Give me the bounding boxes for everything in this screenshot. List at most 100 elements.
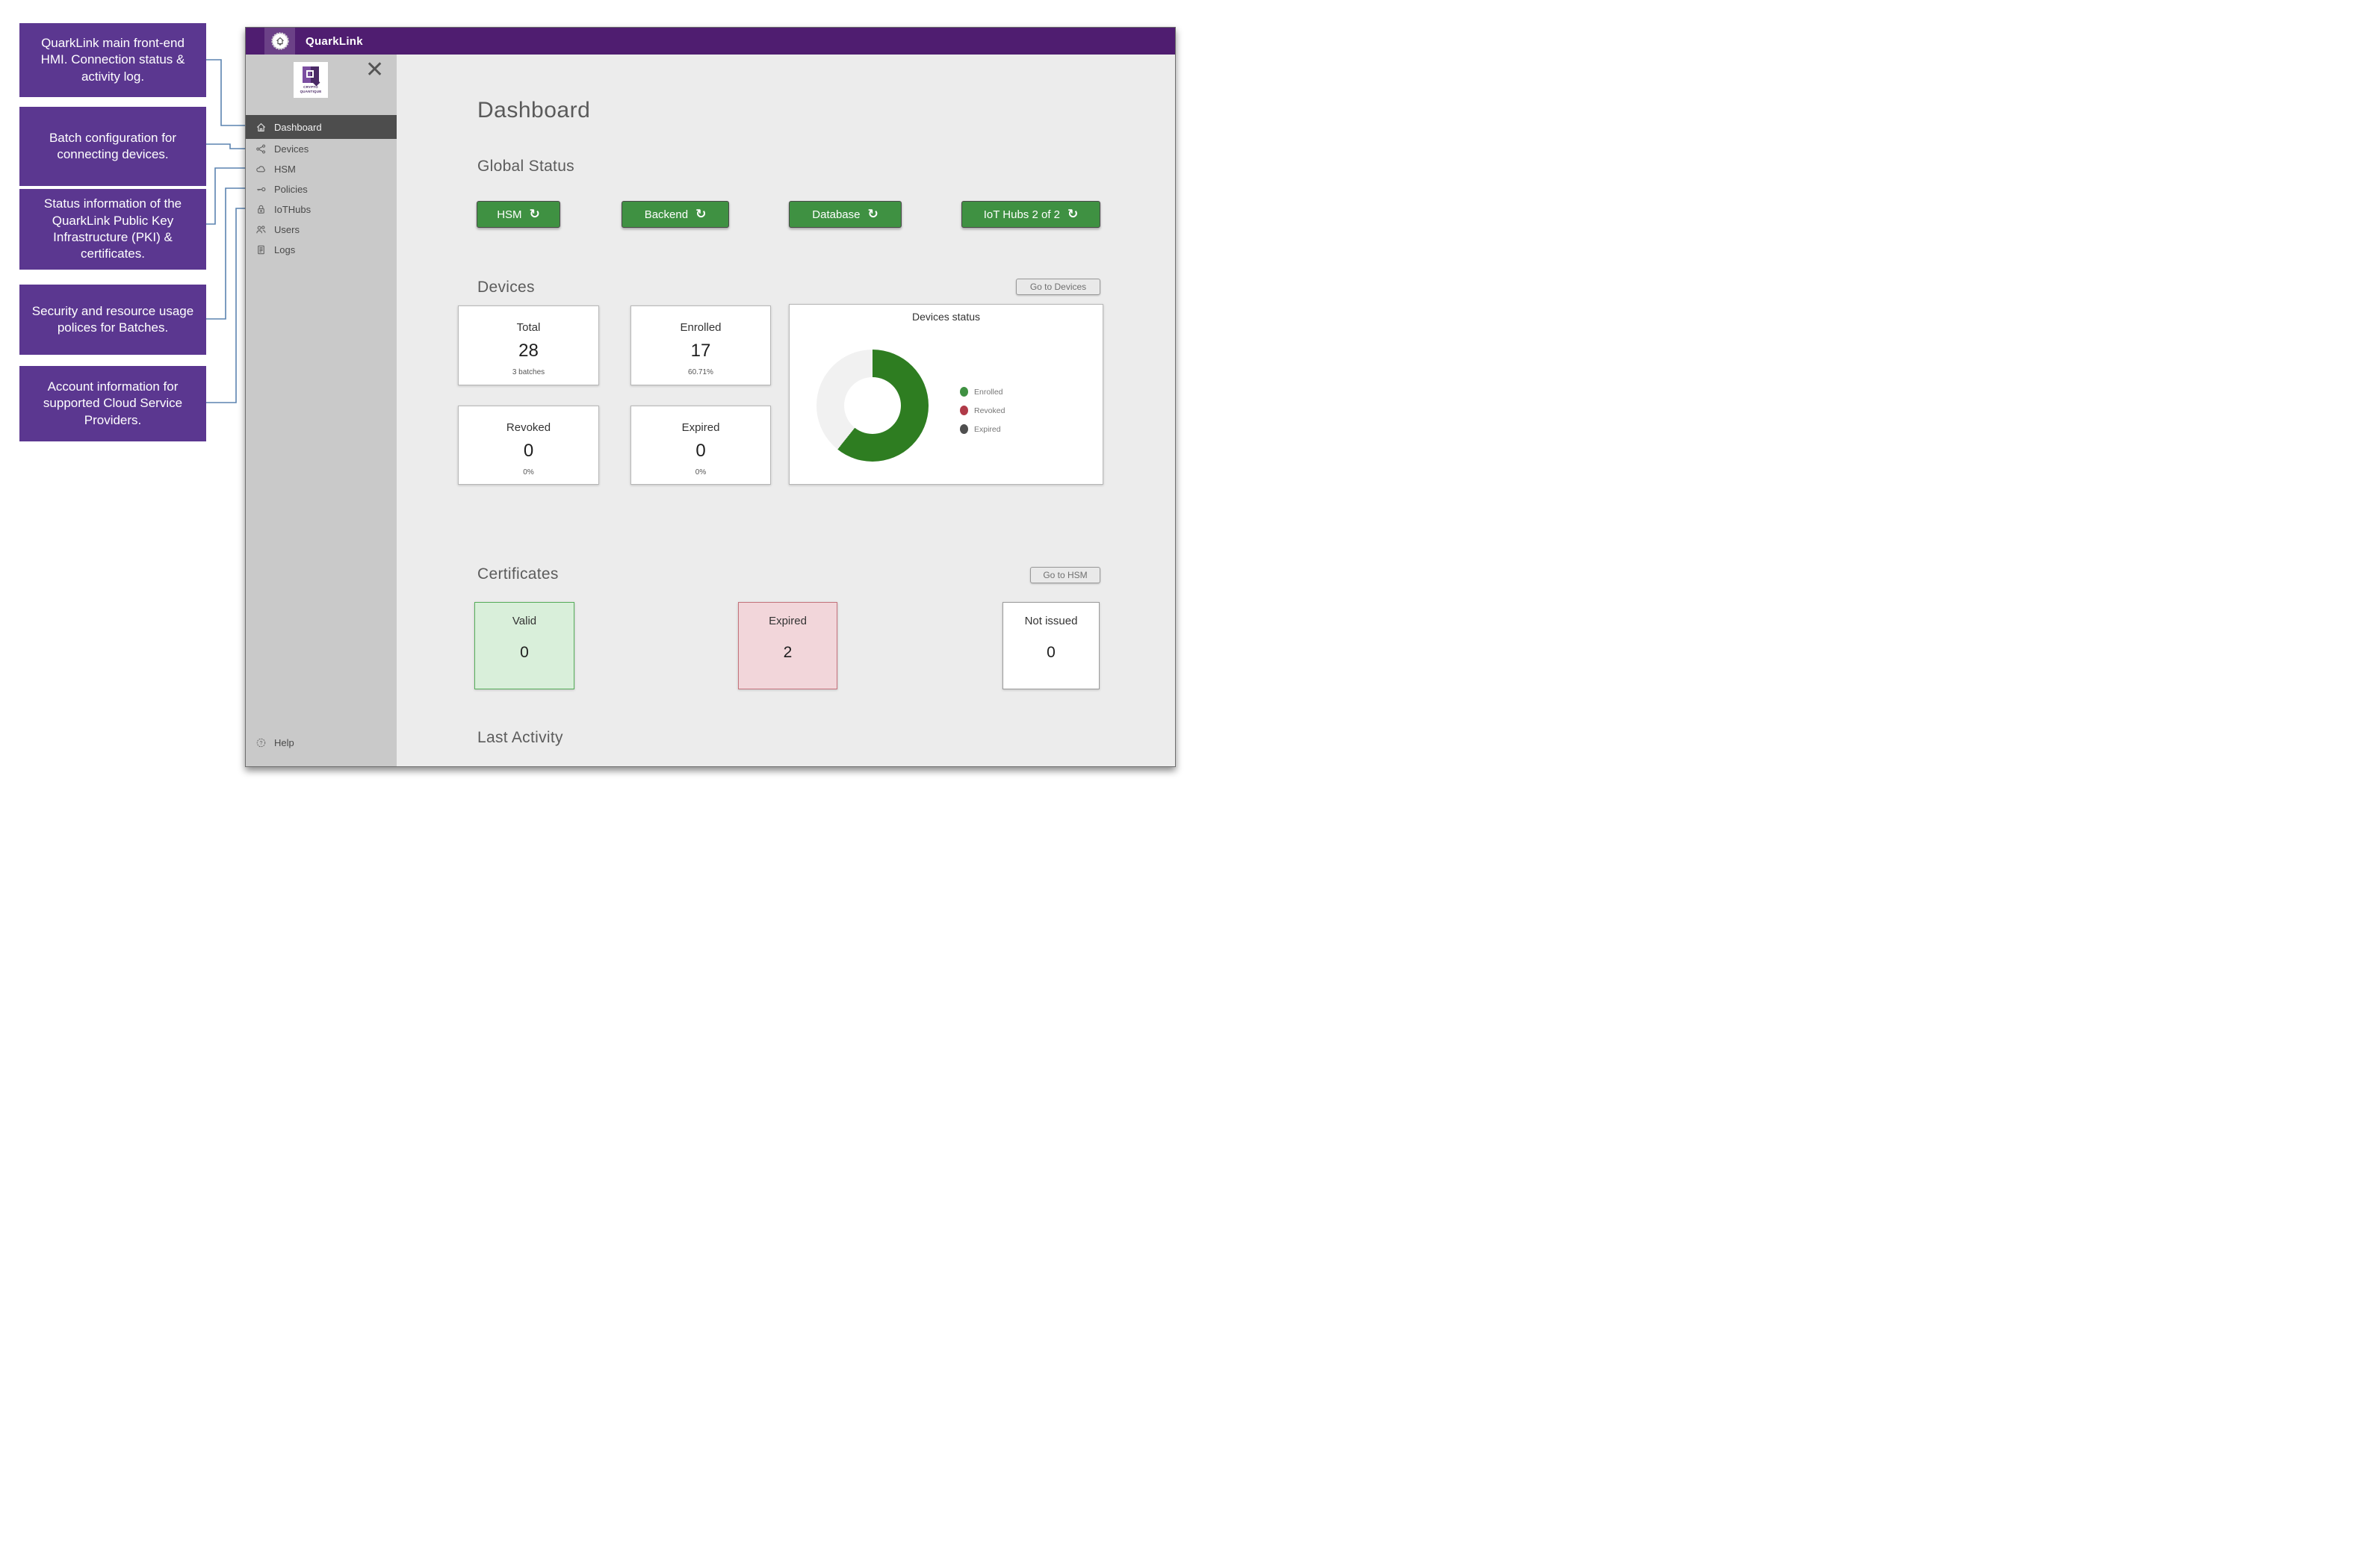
go-to-hsm-button[interactable]: Go to HSM (1030, 567, 1100, 583)
not-issued-certificates-card: Not issued 0 (1002, 602, 1100, 689)
sidebar-item-label: Policies (274, 184, 308, 195)
status-button-label: Backend (644, 208, 689, 221)
card-title: Total (516, 321, 541, 334)
revoked-dot-icon (960, 406, 968, 415)
card-title: Expired (769, 615, 807, 627)
card-subtext: 0% (695, 468, 707, 477)
legend-item-enrolled: Enrolled (960, 382, 1005, 401)
refresh-icon: ↻ (529, 206, 540, 222)
total-devices-card: Total 28 3 batches (458, 305, 599, 385)
card-subtext: 3 batches (512, 368, 545, 376)
annotation-devices: Batch configuration for connecting devic… (19, 107, 206, 186)
global-status-heading: Global Status (477, 158, 574, 175)
sidebar-item-label: IoTHubs (274, 204, 312, 215)
iot-hubs-status-button[interactable]: IoT Hubs 2 of 2 ↻ (961, 201, 1100, 228)
sidebar-item-devices[interactable]: Devices (246, 139, 397, 159)
status-button-label: Database (812, 208, 861, 221)
card-value: 0 (523, 441, 534, 461)
refresh-icon: ↻ (867, 206, 878, 222)
enrolled-devices-card: Enrolled 17 60.71% (630, 305, 771, 385)
quarklink-logo-badge (264, 28, 295, 55)
sidebar-menu: Dashboard Devices HSM (246, 115, 397, 260)
revoked-devices-card: Revoked 0 0% (458, 406, 599, 485)
card-title: Expired (681, 421, 720, 434)
legend-item-expired: Expired (960, 420, 1005, 438)
sidebar-item-iothubs[interactable]: IoTHubs (246, 199, 397, 220)
sidebar-item-label: Logs (274, 244, 296, 255)
document-icon (255, 244, 267, 255)
card-title: Not issued (1024, 615, 1078, 627)
sidebar-item-policies[interactable]: Policies (246, 179, 397, 199)
card-value: 0 (520, 644, 529, 661)
card-value: 28 (518, 341, 539, 361)
chart-legend: Enrolled Revoked Expired (960, 382, 1005, 438)
devices-heading: Devices (477, 279, 535, 296)
devices-status-panel: Devices status Enrolled Revoked Expired (789, 304, 1103, 485)
page: QuarkLink main front-end HMI. Connection… (0, 0, 1190, 780)
card-subtext: 60.71% (688, 368, 713, 376)
devices-status-donut-chart (816, 350, 929, 462)
share-nodes-icon (255, 143, 267, 155)
logo-caption: CRYPTO QUANTIQUE (300, 84, 322, 93)
annotation-hsm: Status information of the QuarkLink Publ… (19, 189, 206, 270)
card-title: Enrolled (680, 321, 722, 334)
card-value: 0 (695, 441, 706, 461)
crypto-quantique-mark-icon (303, 66, 319, 83)
hsm-status-button[interactable]: HSM ↻ (477, 201, 560, 228)
app-window: QuarkLink CRYPTO QUANTIQUE ✕ Dashboard (245, 27, 1176, 767)
last-activity-heading: Last Activity (477, 729, 563, 746)
help-icon: ? (255, 737, 267, 748)
sidebar-item-help[interactable]: ? Help (255, 737, 294, 748)
sidebar-item-users[interactable]: Users (246, 220, 397, 240)
valid-certificates-card: Valid 0 (474, 602, 574, 689)
sidebar: CRYPTO QUANTIQUE ✕ Dashboard (246, 55, 397, 766)
sidebar-item-hsm[interactable]: HSM (246, 159, 397, 179)
go-to-devices-button[interactable]: Go to Devices (1016, 279, 1100, 295)
enrolled-dot-icon (960, 387, 968, 397)
card-value: 2 (783, 644, 793, 661)
legend-item-revoked: Revoked (960, 401, 1005, 420)
annotation-policies: Security and resource usage polices for … (19, 285, 206, 355)
sidebar-item-dashboard[interactable]: Dashboard (246, 115, 397, 139)
expired-certificates-card: Expired 2 (738, 602, 837, 689)
expired-dot-icon (960, 424, 968, 434)
annotation-iothubs: Account information for supported Cloud … (19, 366, 206, 441)
cloud-icon (255, 164, 267, 175)
app-title: QuarkLink (306, 34, 363, 48)
help-label: Help (274, 737, 294, 748)
legend-label: Expired (974, 424, 1001, 434)
crypto-quantique-logo: CRYPTO QUANTIQUE (294, 62, 328, 98)
legend-label: Revoked (974, 406, 1005, 415)
legend-label: Enrolled (974, 387, 1003, 397)
backend-status-button[interactable]: Backend ↻ (622, 201, 729, 228)
devices-status-title: Devices status (911, 311, 981, 323)
svg-text:?: ? (259, 741, 262, 746)
database-status-button[interactable]: Database ↻ (789, 201, 902, 228)
page-title: Dashboard (477, 98, 591, 122)
main-content: Dashboard Global Status HSM ↻ Backend ↻ … (397, 55, 1175, 766)
card-value: 0 (1047, 644, 1056, 661)
sidebar-item-label: Devices (274, 143, 309, 155)
seal-logo-icon (270, 32, 289, 50)
certificates-heading: Certificates (477, 565, 559, 583)
refresh-icon: ↻ (1067, 206, 1079, 222)
sidebar-item-label: HSM (274, 164, 296, 175)
refresh-icon: ↻ (695, 206, 707, 222)
card-value: 17 (690, 341, 711, 361)
status-button-label: HSM (497, 208, 522, 221)
lock-icon (255, 204, 267, 215)
key-icon (255, 184, 267, 195)
home-icon (255, 122, 267, 133)
card-subtext: 0% (523, 468, 534, 477)
topbar: QuarkLink (246, 28, 1175, 55)
card-title: Valid (512, 615, 537, 627)
status-button-label: IoT Hubs 2 of 2 (983, 208, 1061, 221)
close-icon[interactable]: ✕ (365, 57, 385, 83)
card-title: Revoked (506, 421, 551, 434)
users-icon (255, 224, 267, 235)
sidebar-item-logs[interactable]: Logs (246, 240, 397, 260)
expired-devices-card: Expired 0 0% (630, 406, 771, 485)
sidebar-item-label: Dashboard (274, 121, 322, 133)
sidebar-item-label: Users (274, 224, 300, 235)
annotation-dashboard: QuarkLink main front-end HMI. Connection… (19, 23, 206, 97)
